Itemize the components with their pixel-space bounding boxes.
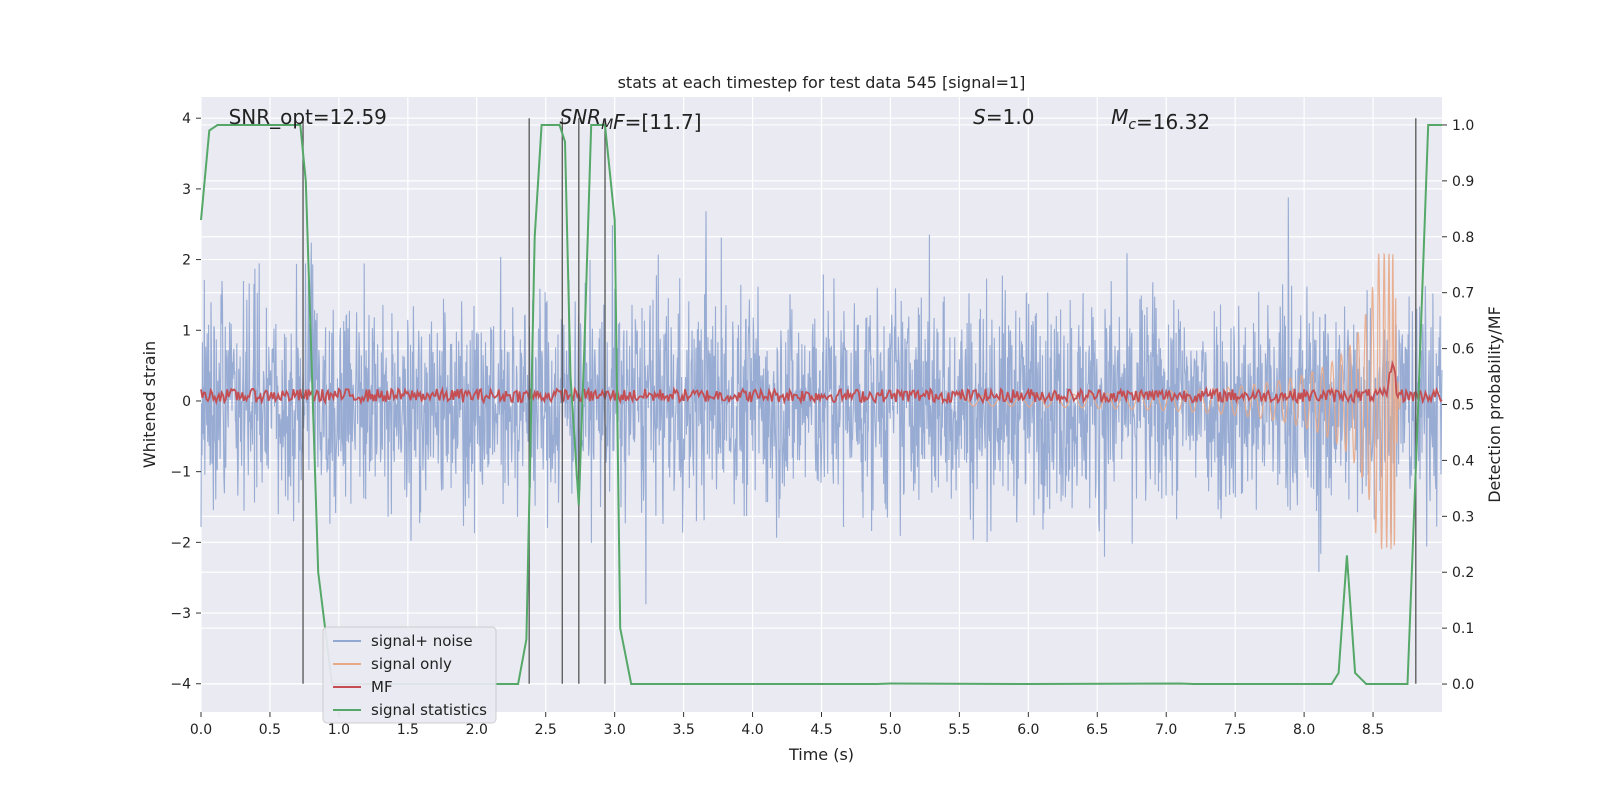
y2-axis-label: Detection probability/MF <box>1485 306 1504 503</box>
x-tick-label: 5.0 <box>879 722 901 738</box>
y2-tick-label: 0.2 <box>1452 565 1474 581</box>
y-tick-label: 0 <box>182 394 191 410</box>
legend: signal+ noise signal only MF signal statist… <box>322 626 497 724</box>
x-tick-label: 8.0 <box>1293 722 1315 738</box>
y-tick-label: −2 <box>170 535 191 551</box>
y-tick-label: −4 <box>170 677 191 693</box>
series-signal-noise <box>200 197 1443 605</box>
legend-label: signal statistics <box>371 701 487 719</box>
annotations: SNR_opt=12.59 SNRMF=[11.7] S=1.0 Mc=16.32 <box>229 105 1210 134</box>
y2-tick-label: 0.5 <box>1452 398 1474 414</box>
annotation-text: S=1.0 <box>973 105 1034 129</box>
y2-tick-label: 0.0 <box>1452 677 1474 693</box>
y-tick-label: 3 <box>182 182 191 198</box>
series-layer <box>200 118 1443 686</box>
x-tick-label: 3.0 <box>604 722 626 738</box>
x-tick-label: 7.5 <box>1224 722 1246 738</box>
annotation-segment: SNR <box>560 105 602 129</box>
y2-tick-label: 0.4 <box>1452 453 1474 469</box>
x-tick-label: 1.5 <box>397 722 419 738</box>
x-tick-label: 0.5 <box>259 722 281 738</box>
y2-tick-label: 0.9 <box>1452 174 1474 190</box>
annotation-segment: =1.0 <box>986 105 1035 129</box>
annotation-segment: =16.32 <box>1136 110 1210 134</box>
x-tick-label: 6.0 <box>1017 722 1039 738</box>
x-tick-label: 2.0 <box>466 722 488 738</box>
y2-tick-label: 0.6 <box>1452 342 1474 358</box>
x-tick-label: 4.5 <box>810 722 832 738</box>
y-tick-label: −1 <box>170 465 191 481</box>
y-axis-label: Whitened strain <box>140 341 159 468</box>
annotation-segment: SNR_opt=12.59 <box>229 105 387 129</box>
x-axis-label: Time (s) <box>788 745 854 764</box>
annotation-segment: F <box>613 110 625 134</box>
legend-box <box>322 626 497 724</box>
series-mf <box>200 359 1443 406</box>
y-tick-label: 2 <box>182 253 191 269</box>
annotation-text: SNR_opt=12.59 <box>229 105 387 129</box>
x-tick-label: 6.5 <box>1086 722 1108 738</box>
annotation-segment: M <box>1111 105 1128 129</box>
y-tick-label: 4 <box>182 111 191 127</box>
annotation-segment: c <box>1128 117 1136 133</box>
y-tick-label: −3 <box>170 606 191 622</box>
y2-tick-label: 1.0 <box>1452 118 1474 134</box>
x-tick-label: 1.0 <box>328 722 350 738</box>
x-tick-label: 8.5 <box>1362 722 1384 738</box>
annotation-segment: =[11.7] <box>625 110 702 134</box>
x-tick-label: 2.5 <box>535 722 557 738</box>
grid <box>200 97 1442 712</box>
x-tick-label: 0.0 <box>190 722 212 738</box>
annotation-segment: M <box>601 117 613 133</box>
x-tick-label: 5.5 <box>948 722 970 738</box>
annotation-segment: S <box>973 105 986 129</box>
x-tick-label: 3.5 <box>672 722 694 738</box>
series-signal-only <box>958 252 1402 550</box>
legend-label: MF <box>371 678 393 696</box>
y2-tick-label: 0.7 <box>1452 286 1474 302</box>
y2-tick-label: 0.3 <box>1452 509 1474 525</box>
y-tick-label: 1 <box>182 323 191 339</box>
annotation-text: Mc=16.32 <box>1111 105 1210 134</box>
x-tick-label: 4.0 <box>741 722 763 738</box>
legend-label: signal+ noise <box>371 632 473 650</box>
legend-label: signal only <box>371 655 452 673</box>
y2-tick-label: 0.8 <box>1452 230 1474 246</box>
x-tick-label: 7.0 <box>1155 722 1177 738</box>
y2-tick-label: 0.1 <box>1452 621 1474 637</box>
tick-layer: 0.0 0.5 1.0 1.5 2.0 2.5 3.0 3.5 4.0 4.5 5.0 5.5 6.0 6… <box>170 111 1474 738</box>
annotation-text: SNRMF=[11.7] <box>560 105 702 134</box>
chart-title: stats at each timestep for test data 545… <box>618 73 1026 92</box>
